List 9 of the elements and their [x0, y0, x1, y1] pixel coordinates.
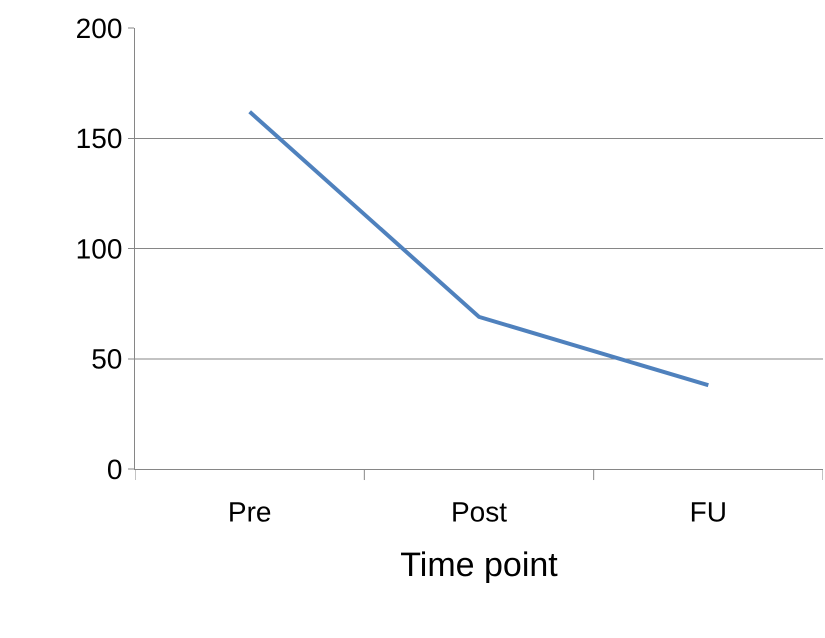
- y-tick-label: 50: [91, 344, 122, 375]
- x-tick-label: Pre: [228, 496, 272, 528]
- y-tick-label: 0: [106, 454, 122, 485]
- x-tick-label: FU: [690, 496, 727, 528]
- x-tick-label: Post: [450, 496, 508, 528]
- y-tick-label: 150: [76, 123, 122, 154]
- y-tick-label: 200: [76, 12, 122, 44]
- x-axis-title: Time point: [400, 546, 558, 584]
- y-tick-label: 100: [76, 233, 122, 264]
